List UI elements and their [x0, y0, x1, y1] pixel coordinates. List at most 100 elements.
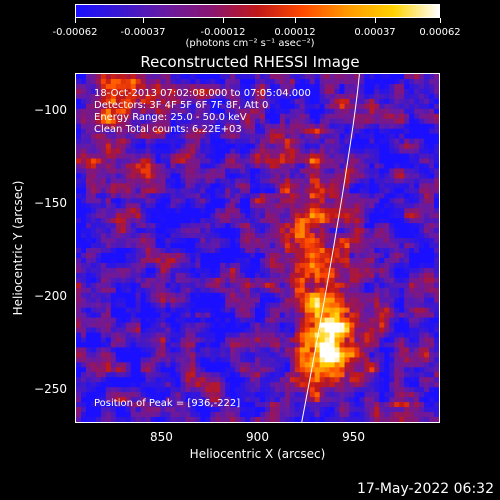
heatmap-cell — [225, 103, 231, 110]
heatmap-cell — [409, 103, 415, 110]
heatmap-cell — [150, 93, 157, 100]
heatmap-cell — [264, 352, 271, 358]
heatmap-cell — [404, 138, 410, 145]
heatmap-cell — [309, 322, 316, 329]
heatmap-cell — [414, 347, 420, 353]
heatmap-cell — [384, 233, 390, 239]
heatmap-cell — [145, 183, 152, 189]
heatmap-cell — [429, 93, 435, 100]
heatmap-cell — [140, 257, 147, 264]
heatmap-cell — [299, 208, 306, 214]
heatmap-cell — [399, 397, 405, 403]
heatmap-cell — [314, 148, 321, 155]
heatmap-cell — [324, 153, 331, 160]
heatmap-cell — [289, 287, 296, 294]
heatmap-cell — [394, 302, 400, 309]
heatmap-cell — [429, 168, 435, 174]
heatmap-cell — [80, 352, 87, 358]
heatmap-cell — [120, 158, 127, 164]
heatmap-cell — [324, 93, 331, 100]
colorbar-tick-label: 0.00012 — [274, 27, 316, 38]
heatmap-cell — [120, 317, 127, 324]
heatmap-cell — [220, 103, 226, 110]
heatmap-cell — [379, 407, 385, 413]
heatmap-cell — [389, 267, 395, 274]
heatmap-cell — [125, 163, 132, 169]
heatmap-cell — [309, 332, 316, 338]
heatmap-cell — [354, 347, 360, 353]
heatmap-cell — [404, 262, 410, 269]
heatmap-cell — [240, 292, 246, 299]
heatmap-cell — [379, 357, 385, 363]
heatmap-cell — [110, 392, 117, 398]
heatmap-cell — [225, 332, 231, 338]
heatmap-cell — [369, 397, 375, 403]
heatmap-cell — [210, 377, 216, 383]
heatmap-cell — [110, 297, 117, 304]
heatmap-cell — [200, 148, 206, 155]
heatmap-cell — [314, 367, 321, 373]
heatmap-cell — [160, 218, 167, 224]
heatmap-cell — [264, 108, 271, 115]
heatmap-cell — [434, 148, 439, 155]
heatmap-cell — [374, 357, 380, 363]
heatmap-cell — [309, 262, 316, 269]
heatmap-cell — [105, 327, 112, 334]
heatmap-cell — [190, 103, 196, 110]
heatmap-cell — [155, 213, 162, 219]
heatmap-cell — [319, 228, 326, 234]
heatmap-cell — [389, 168, 395, 174]
heatmap-cell — [389, 392, 395, 398]
heatmap-cell — [160, 183, 167, 189]
heatmap-cell — [90, 88, 97, 95]
heatmap-cell — [215, 98, 221, 105]
heatmap-cell — [299, 248, 306, 254]
heatmap-cell — [364, 138, 370, 145]
plot-area[interactable]: 18-Oct-2013 07:02:08.000 to 07:05:04.000… — [75, 73, 440, 423]
heatmap-cell — [289, 74, 296, 80]
heatmap-cell — [359, 302, 365, 309]
heatmap-cell — [304, 133, 311, 140]
heatmap-cell — [424, 208, 430, 214]
heatmap-cell — [145, 272, 152, 279]
heatmap-cell — [339, 78, 346, 85]
heatmap-cell — [384, 108, 390, 115]
heatmap-cell — [334, 352, 341, 358]
heatmap-cell — [409, 118, 415, 125]
heatmap-cell — [200, 352, 206, 358]
heatmap-cell — [120, 302, 127, 309]
heatmap-cell — [170, 372, 176, 378]
heatmap-cell — [240, 138, 246, 145]
heatmap-cell — [354, 123, 360, 130]
heatmap-cell — [180, 248, 186, 254]
heatmap-cell — [309, 198, 316, 204]
heatmap-cell — [264, 183, 271, 189]
heatmap-cell — [319, 173, 326, 179]
heatmap-cell — [344, 248, 350, 254]
heatmap-cell — [105, 357, 112, 363]
heatmap-cell — [245, 143, 251, 150]
heatmap-cell — [255, 93, 261, 100]
heatmap-cell — [329, 163, 336, 169]
heatmap-cell — [394, 257, 400, 264]
heatmap-cell — [414, 88, 420, 95]
heatmap-cell — [369, 223, 375, 229]
heatmap-cell — [185, 213, 191, 219]
heatmap-cell — [165, 158, 171, 164]
heatmap-cell — [230, 123, 236, 130]
heatmap-cell — [140, 292, 147, 299]
heatmap-cell — [235, 168, 241, 174]
heatmap-cell — [424, 267, 430, 274]
heatmap-cell — [309, 238, 316, 244]
heatmap-cell — [394, 352, 400, 358]
heatmap-cell — [255, 377, 261, 383]
heatmap-cell — [180, 243, 186, 249]
heatmap-cell — [255, 287, 261, 294]
heatmap-cell — [344, 357, 350, 363]
heatmap-cell — [409, 407, 415, 413]
heatmap-cell — [76, 272, 82, 279]
heatmap-cell — [349, 392, 355, 398]
heatmap-cell — [125, 228, 132, 234]
heatmap-cell — [399, 223, 405, 229]
heatmap-cell — [354, 113, 360, 120]
